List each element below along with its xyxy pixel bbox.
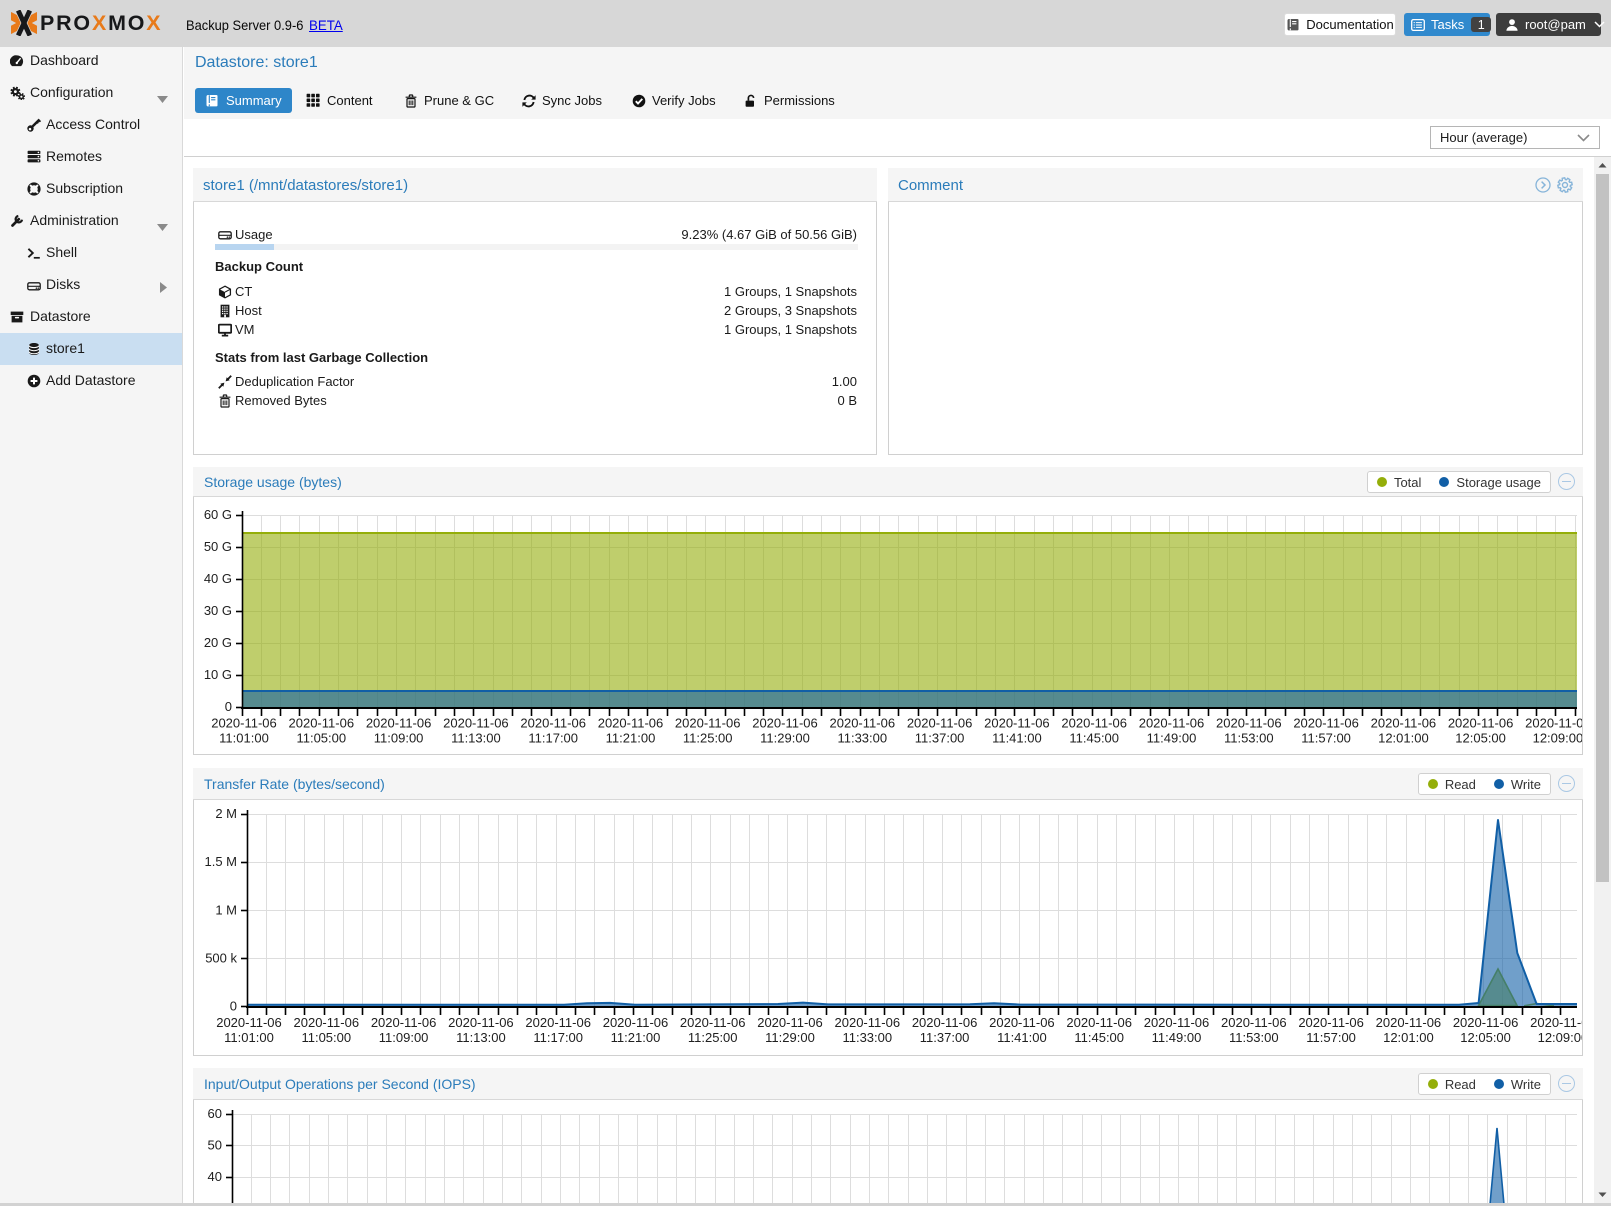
svg-text:11:29:00: 11:29:00 (760, 731, 810, 746)
svg-text:2020-11-06: 2020-11-06 (989, 1015, 1055, 1030)
svg-text:2020-11-06: 2020-11-06 (1448, 716, 1514, 731)
svg-text:60 G: 60 G (204, 507, 232, 522)
svg-text:11:21:00: 11:21:00 (606, 731, 656, 746)
svg-text:11:41:00: 11:41:00 (992, 731, 1042, 746)
svg-text:2020-11-06: 2020-11-06 (289, 716, 355, 731)
svg-text:11:29:00: 11:29:00 (765, 1030, 815, 1045)
svg-text:2020-11-06: 2020-11-06 (680, 1015, 746, 1030)
svg-text:2020-11-06: 2020-11-06 (830, 716, 896, 731)
svg-text:11:53:00: 11:53:00 (1224, 731, 1274, 746)
svg-text:11:05:00: 11:05:00 (296, 731, 346, 746)
svg-text:0: 0 (225, 699, 232, 714)
svg-text:50 G: 50 G (204, 539, 232, 554)
svg-text:2020-11-06: 2020-11-06 (1298, 1015, 1364, 1030)
svg-text:40 G: 40 G (204, 571, 232, 586)
svg-text:500 k: 500 k (205, 951, 237, 966)
svg-text:11:37:00: 11:37:00 (915, 731, 965, 746)
svg-text:2020-11-06: 2020-11-06 (1221, 1015, 1287, 1030)
svg-text:12:09:00: 12:09:00 (1538, 1030, 1582, 1045)
svg-text:2020-11-06: 2020-11-06 (1139, 716, 1205, 731)
svg-text:2020-11-06: 2020-11-06 (752, 716, 818, 731)
svg-text:11:25:00: 11:25:00 (683, 731, 733, 746)
svg-text:11:09:00: 11:09:00 (374, 731, 424, 746)
svg-text:11:17:00: 11:17:00 (533, 1030, 583, 1045)
svg-text:11:09:00: 11:09:00 (379, 1030, 429, 1045)
svg-text:2020-11-06: 2020-11-06 (1376, 1015, 1442, 1030)
svg-text:2020-11-06: 2020-11-06 (984, 716, 1050, 731)
svg-text:12:01:00: 12:01:00 (1378, 731, 1429, 746)
svg-text:0: 0 (230, 999, 237, 1014)
svg-text:1 M: 1 M (215, 903, 237, 918)
svg-text:2020-11-06: 2020-11-06 (211, 716, 277, 731)
svg-text:12:09:00: 12:09:00 (1533, 731, 1582, 746)
svg-text:11:13:00: 11:13:00 (456, 1030, 506, 1045)
svg-text:2020-11-06: 2020-11-06 (835, 1015, 901, 1030)
svg-text:11:45:00: 11:45:00 (1069, 731, 1119, 746)
svg-text:2020-11-06: 2020-11-06 (1525, 716, 1582, 731)
svg-text:11:33:00: 11:33:00 (842, 1030, 892, 1045)
svg-text:2020-11-06: 2020-11-06 (294, 1015, 360, 1030)
svg-text:11:53:00: 11:53:00 (1229, 1030, 1279, 1045)
svg-text:11:01:00: 11:01:00 (219, 731, 269, 746)
svg-text:2020-11-06: 2020-11-06 (525, 1015, 591, 1030)
svg-text:2020-11-06: 2020-11-06 (1061, 716, 1127, 731)
svg-text:11:37:00: 11:37:00 (920, 1030, 970, 1045)
svg-text:2020-11-06: 2020-11-06 (1216, 716, 1282, 731)
svg-text:60: 60 (208, 1106, 222, 1121)
svg-text:2020-11-06: 2020-11-06 (520, 716, 586, 731)
svg-text:30 G: 30 G (204, 603, 232, 618)
svg-text:12:01:00: 12:01:00 (1383, 1030, 1434, 1045)
svg-text:11:21:00: 11:21:00 (611, 1030, 661, 1045)
svg-text:11:49:00: 11:49:00 (1147, 731, 1197, 746)
svg-text:2020-11-06: 2020-11-06 (443, 716, 509, 731)
svg-text:12:05:00: 12:05:00 (1455, 731, 1506, 746)
svg-text:2020-11-06: 2020-11-06 (1371, 716, 1437, 731)
svg-text:2020-11-06: 2020-11-06 (371, 1015, 437, 1030)
svg-text:2020-11-06: 2020-11-06 (757, 1015, 823, 1030)
svg-text:2020-11-06: 2020-11-06 (1293, 716, 1359, 731)
svg-text:11:13:00: 11:13:00 (451, 731, 501, 746)
svg-text:2020-11-06: 2020-11-06 (1066, 1015, 1132, 1030)
svg-text:11:01:00: 11:01:00 (224, 1030, 274, 1045)
svg-text:11:57:00: 11:57:00 (1306, 1030, 1356, 1045)
svg-text:11:45:00: 11:45:00 (1074, 1030, 1124, 1045)
svg-text:11:17:00: 11:17:00 (528, 731, 578, 746)
svg-text:2020-11-06: 2020-11-06 (448, 1015, 514, 1030)
svg-text:11:57:00: 11:57:00 (1301, 731, 1351, 746)
svg-text:10 G: 10 G (204, 667, 232, 682)
svg-text:11:41:00: 11:41:00 (997, 1030, 1047, 1045)
svg-text:40: 40 (208, 1169, 222, 1184)
svg-text:2020-11-06: 2020-11-06 (603, 1015, 669, 1030)
svg-text:2020-11-06: 2020-11-06 (366, 716, 432, 731)
svg-text:12:05:00: 12:05:00 (1460, 1030, 1511, 1045)
svg-text:2020-11-06: 2020-11-06 (675, 716, 741, 731)
svg-text:11:33:00: 11:33:00 (837, 731, 887, 746)
svg-text:11:49:00: 11:49:00 (1152, 1030, 1202, 1045)
svg-text:11:25:00: 11:25:00 (688, 1030, 738, 1045)
svg-text:1.5 M: 1.5 M (204, 854, 237, 869)
svg-text:50: 50 (208, 1138, 222, 1153)
svg-text:2020-11-06: 2020-11-06 (1453, 1015, 1519, 1030)
svg-text:2020-11-06: 2020-11-06 (1144, 1015, 1210, 1030)
svg-text:2020-11-06: 2020-11-06 (912, 1015, 978, 1030)
svg-text:2020-11-06: 2020-11-06 (907, 716, 973, 731)
svg-text:20 G: 20 G (204, 635, 232, 650)
svg-text:2020-11-06: 2020-11-06 (598, 716, 664, 731)
svg-text:2 M: 2 M (215, 806, 237, 821)
svg-text:2020-11-06: 2020-11-06 (216, 1015, 282, 1030)
svg-text:2020-11-06: 2020-11-06 (1530, 1015, 1582, 1030)
svg-text:11:05:00: 11:05:00 (301, 1030, 351, 1045)
